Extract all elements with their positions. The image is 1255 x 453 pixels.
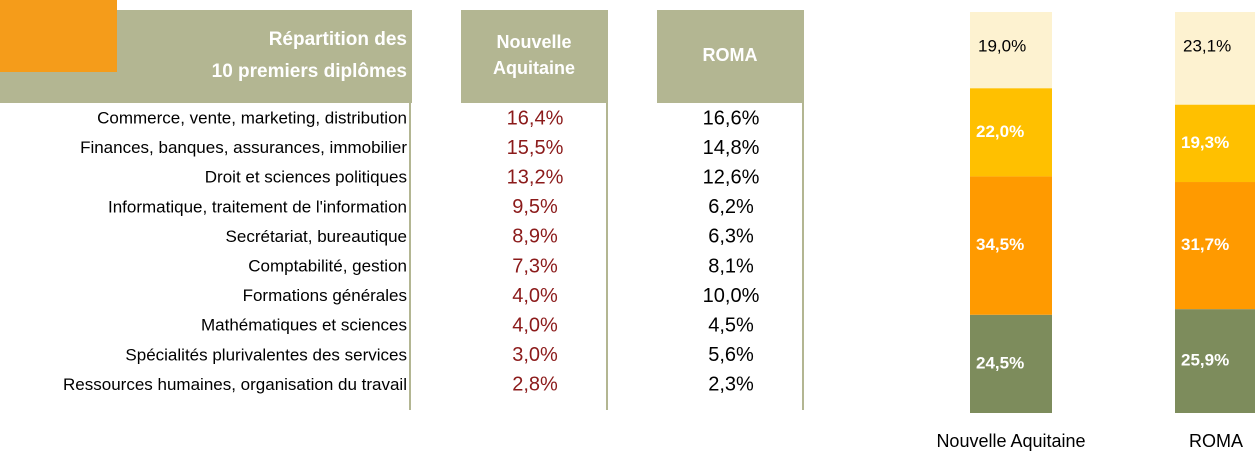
bar-segment bbox=[1175, 12, 1255, 105]
cell-value: 12,6% bbox=[703, 166, 760, 188]
cell-value: 15,5% bbox=[507, 137, 564, 159]
cell-value: 2,8% bbox=[512, 374, 558, 396]
cell-value: 10,0% bbox=[703, 285, 760, 307]
data-label: 23,1% bbox=[1183, 36, 1231, 55]
row-label: Ressources humaines, organisation du tra… bbox=[63, 375, 407, 394]
cell-value: 16,6% bbox=[703, 107, 760, 129]
cell-value: 8,9% bbox=[512, 226, 558, 248]
cell-value: 8,1% bbox=[708, 255, 754, 277]
data-label: 24,5% bbox=[976, 353, 1024, 372]
x-tick-label: ROMA bbox=[1189, 431, 1243, 451]
row-label: Secrétariat, bureautique bbox=[226, 227, 407, 246]
bar-segment bbox=[970, 176, 1052, 315]
row-label: Spécialités plurivalentes des services bbox=[125, 345, 407, 364]
cell-value: 2,3% bbox=[708, 374, 754, 396]
data-label: 22,0% bbox=[976, 122, 1024, 141]
row-label: Commerce, vente, marketing, distribution bbox=[97, 108, 407, 127]
header-label: 10 premiers diplômes bbox=[212, 61, 407, 82]
row-label: Droit et sciences politiques bbox=[205, 168, 407, 187]
bar-segment bbox=[970, 314, 1052, 413]
data-label: 19,3% bbox=[1181, 133, 1229, 152]
cell-value: 3,0% bbox=[512, 344, 558, 366]
row-label: Comptabilité, gestion bbox=[248, 256, 407, 275]
cell-value: 14,8% bbox=[703, 137, 760, 159]
header-label: Répartition des bbox=[269, 29, 407, 50]
corner-accent bbox=[0, 0, 117, 72]
cell-value: 6,2% bbox=[708, 196, 754, 218]
data-label: 34,5% bbox=[976, 235, 1024, 254]
cell-value: 7,3% bbox=[512, 255, 558, 277]
header-label: ROMA bbox=[703, 45, 758, 65]
row-label: Informatique, traitement de l'informatio… bbox=[108, 197, 407, 216]
bar-segment bbox=[1175, 104, 1255, 183]
bar-segment bbox=[970, 12, 1052, 89]
header-cell bbox=[657, 10, 804, 103]
bar-segment bbox=[970, 88, 1052, 177]
bar-segment bbox=[1175, 182, 1255, 310]
row-label: Finances, banques, assurances, immobilie… bbox=[80, 138, 407, 157]
cell-value: 5,6% bbox=[708, 344, 754, 366]
row-label: Mathématiques et sciences bbox=[201, 316, 407, 335]
data-label: 19,0% bbox=[978, 36, 1026, 55]
cell-value: 16,4% bbox=[507, 107, 564, 129]
cell-value: 4,0% bbox=[512, 314, 558, 336]
row-label: Formations générales bbox=[243, 286, 407, 305]
cell-value: 6,3% bbox=[708, 226, 754, 248]
header-label: Aquitaine bbox=[493, 58, 575, 78]
x-tick-label: Nouvelle Aquitaine bbox=[936, 431, 1085, 451]
cell-value: 9,5% bbox=[512, 196, 558, 218]
bar-segment bbox=[1175, 309, 1255, 413]
data-label: 25,9% bbox=[1181, 351, 1229, 370]
header-cell bbox=[461, 10, 608, 103]
cell-value: 4,5% bbox=[708, 314, 754, 336]
header-label: Nouvelle bbox=[496, 32, 571, 52]
data-label: 31,7% bbox=[1181, 235, 1229, 254]
cell-value: 4,0% bbox=[512, 285, 558, 307]
cell-value: 13,2% bbox=[507, 166, 564, 188]
